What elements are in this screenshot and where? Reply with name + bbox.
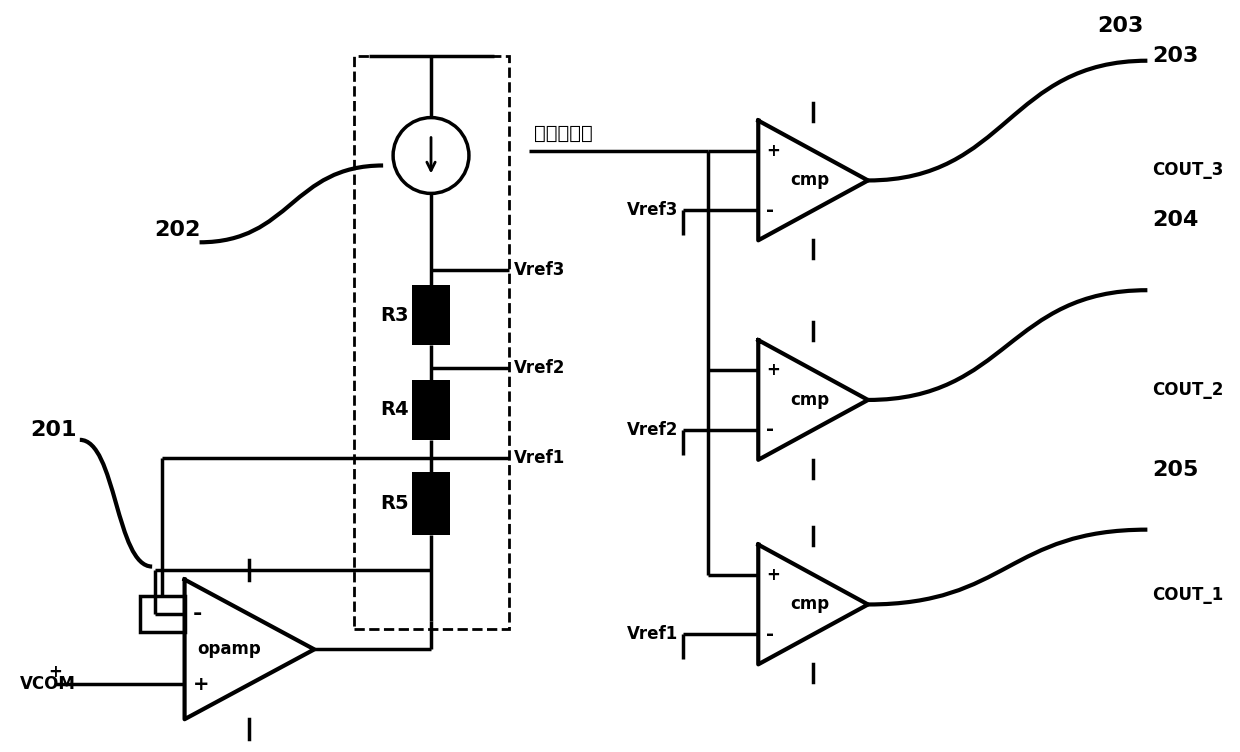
Text: +: + xyxy=(192,675,210,694)
Bar xyxy=(412,472,450,535)
Text: -: - xyxy=(192,605,202,624)
Bar xyxy=(140,596,185,632)
Text: +: + xyxy=(766,141,780,159)
Text: -: - xyxy=(766,625,774,644)
Text: 202: 202 xyxy=(155,220,201,241)
Text: +: + xyxy=(48,663,62,681)
Text: Vref3: Vref3 xyxy=(627,202,678,220)
Text: COUT_3: COUT_3 xyxy=(1152,162,1224,180)
Text: R5: R5 xyxy=(381,494,409,513)
Text: 204: 204 xyxy=(1152,211,1199,230)
Text: cmp: cmp xyxy=(791,171,830,190)
Text: 201: 201 xyxy=(30,420,77,440)
Text: 203: 203 xyxy=(1152,46,1199,65)
Text: Vref3: Vref3 xyxy=(513,261,565,279)
Bar xyxy=(412,285,450,345)
Text: 205: 205 xyxy=(1152,459,1199,480)
Text: R4: R4 xyxy=(381,400,409,420)
Bar xyxy=(412,380,450,440)
Text: cmp: cmp xyxy=(791,391,830,409)
Text: Vref2: Vref2 xyxy=(513,359,565,377)
Text: 检测到信号: 检测到信号 xyxy=(533,123,593,143)
Text: COUT_2: COUT_2 xyxy=(1152,381,1224,399)
Text: VCOM: VCOM xyxy=(20,675,76,693)
Text: +: + xyxy=(766,361,780,379)
Text: Vref1: Vref1 xyxy=(513,449,565,467)
Text: COUT_1: COUT_1 xyxy=(1152,586,1224,604)
Text: Vref2: Vref2 xyxy=(627,421,678,439)
Text: opamp: opamp xyxy=(197,641,262,658)
Text: +: + xyxy=(766,566,780,584)
Text: R3: R3 xyxy=(381,305,409,325)
Text: -: - xyxy=(766,420,774,439)
Bar xyxy=(355,56,508,629)
Text: cmp: cmp xyxy=(791,596,830,614)
Text: -: - xyxy=(766,201,774,220)
Text: 203: 203 xyxy=(1097,16,1143,36)
Text: Vref1: Vref1 xyxy=(627,626,678,644)
